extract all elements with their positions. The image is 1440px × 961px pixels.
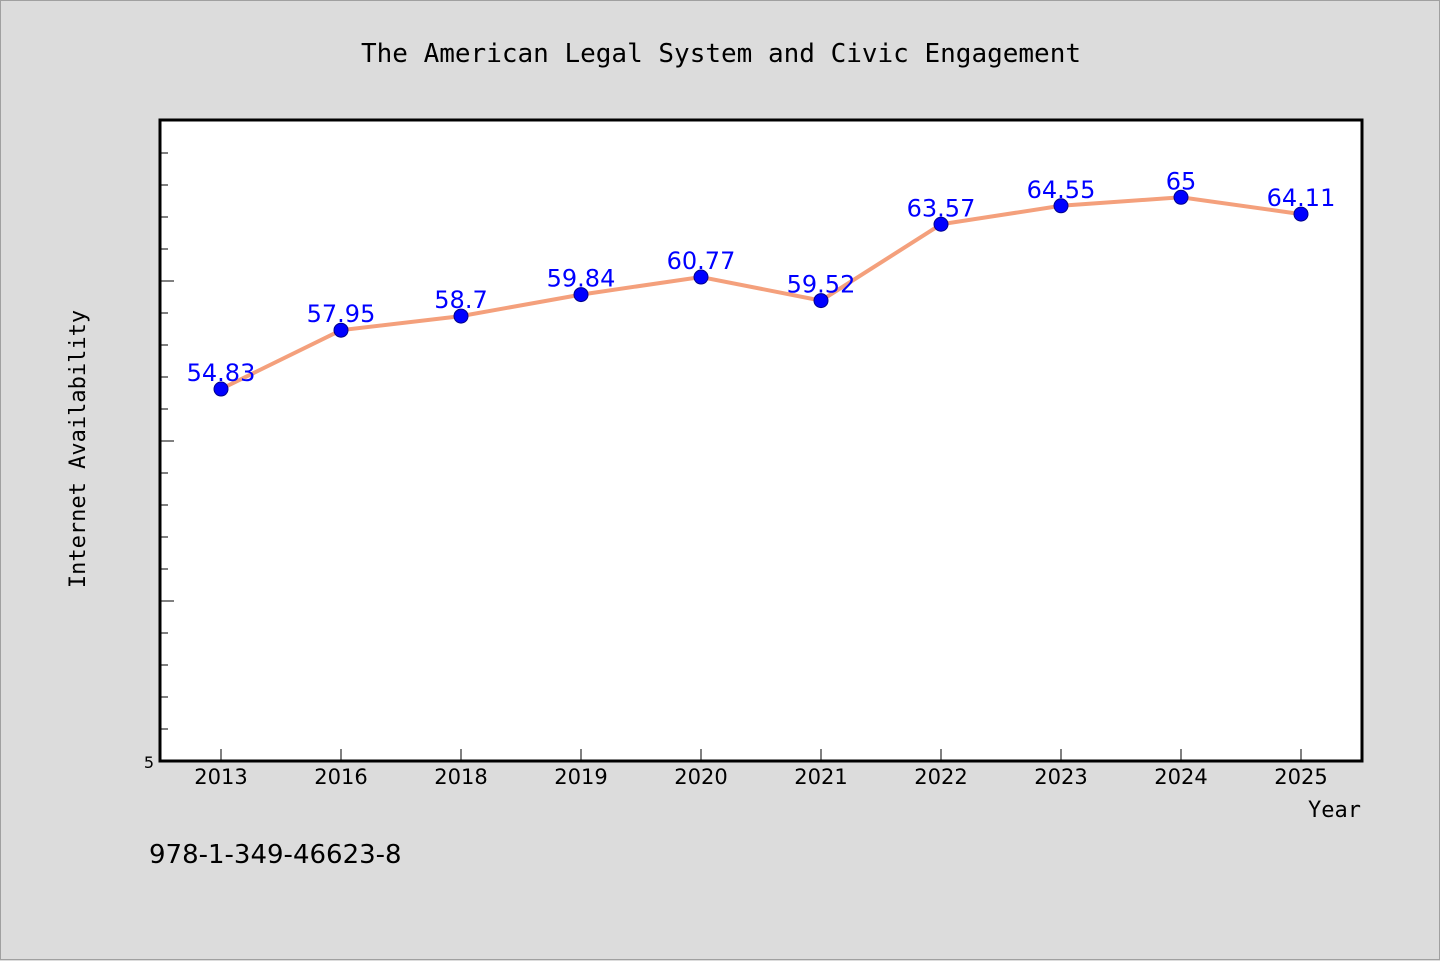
x-tick-label: 2019 bbox=[554, 765, 607, 789]
data-markers bbox=[213, 189, 1309, 397]
x-tick-label: 2025 bbox=[1274, 765, 1327, 789]
x-tick-label: 2022 bbox=[914, 765, 967, 789]
x-tick-label: 2021 bbox=[794, 765, 847, 789]
plot-area bbox=[158, 118, 1364, 763]
y-axis-ticks bbox=[160, 152, 174, 730]
data-point bbox=[933, 216, 949, 232]
data-label: 58.7 bbox=[434, 286, 487, 314]
data-label: 60.77 bbox=[667, 247, 736, 275]
y-axis-label: Internet Availability bbox=[66, 310, 91, 588]
series-line bbox=[220, 195, 1302, 391]
data-labels: 54.83 57.95 58.7 59.84 60.77 59.52 63.57 64.55 6… bbox=[187, 167, 1336, 387]
data-label: 57.95 bbox=[307, 300, 376, 328]
x-tick-label: 2024 bbox=[1154, 765, 1207, 789]
data-label: 64.55 bbox=[1027, 176, 1096, 204]
data-point bbox=[213, 381, 229, 397]
y-tick-label: 5 bbox=[144, 753, 154, 772]
isbn-text: 978-1-349-46623-8 bbox=[149, 840, 402, 870]
chart-title: The American Legal System and Civic Enga… bbox=[361, 39, 1081, 69]
x-axis-ticks: 2013 2016 2018 2019 2020 2021 2022 2023 2024 2025 bbox=[194, 749, 1328, 789]
x-tick-label: 2013 bbox=[194, 765, 247, 789]
data-point bbox=[1293, 206, 1309, 222]
data-point bbox=[693, 269, 709, 285]
data-label: 59.84 bbox=[547, 265, 616, 293]
data-point bbox=[1173, 189, 1189, 205]
data-label: 54.83 bbox=[187, 359, 256, 387]
x-axis-label: Year bbox=[1308, 798, 1361, 823]
data-point bbox=[1053, 198, 1069, 214]
data-point bbox=[453, 308, 469, 324]
x-tick-label: 2016 bbox=[314, 765, 367, 789]
data-point bbox=[573, 287, 589, 303]
data-label: 59.52 bbox=[787, 271, 856, 299]
data-label: 65 bbox=[1166, 167, 1197, 195]
data-label: 63.57 bbox=[907, 194, 976, 222]
x-tick-label: 2020 bbox=[674, 765, 727, 789]
data-point bbox=[813, 293, 829, 309]
data-label: 64.11 bbox=[1267, 184, 1336, 212]
x-tick-label: 2018 bbox=[434, 765, 487, 789]
x-tick-label: 2023 bbox=[1034, 765, 1087, 789]
data-point bbox=[333, 322, 349, 338]
